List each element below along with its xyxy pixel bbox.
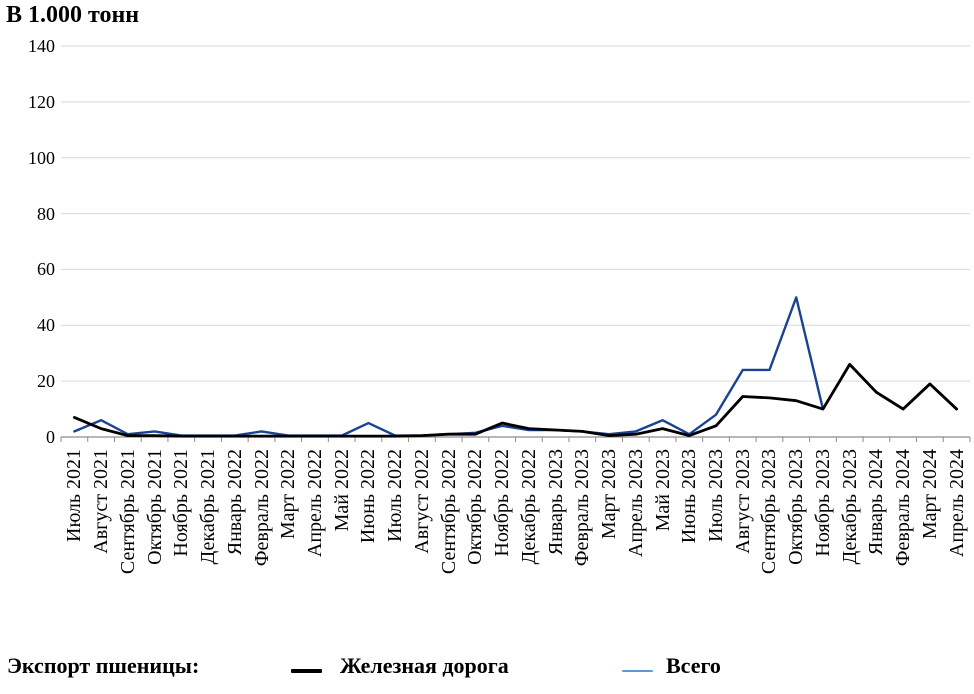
y-axis-tick-label-80: 80	[37, 203, 55, 224]
legend-marker-total-line	[622, 670, 653, 672]
x-axis-category-label: Июнь 2022	[357, 449, 380, 544]
x-axis-category-label: Декабрь 2021	[197, 449, 220, 565]
x-axis-category-label: Октябрь 2022	[464, 449, 487, 565]
x-axis-category-label: Июнь 2023	[678, 449, 701, 544]
y-axis-tick-label-100: 100	[28, 147, 55, 168]
x-axis-category-label: Февраль 2024	[892, 449, 915, 567]
x-axis-category-label: Июль 2022	[384, 449, 407, 542]
x-axis-category-label: Март 2022	[277, 449, 300, 540]
y-axis-tick-label-20: 20	[37, 371, 55, 392]
x-axis-category-label: Апрель 2022	[303, 449, 326, 558]
x-axis-category-label: Январь 2022	[223, 449, 246, 556]
series-line-rail	[72, 362, 959, 438]
x-axis-category-label: Март 2023	[598, 449, 621, 540]
x-axis-category-label: Февраль 2022	[250, 449, 273, 567]
x-axis-category-label: Июль 2023	[705, 449, 727, 542]
x-axis-category-label: Август 2021	[90, 449, 113, 554]
x-axis-category-label: Май 2022	[330, 449, 353, 532]
x-axis-category-label: Декабрь 2022	[517, 449, 540, 565]
x-axis-category-label: Апрель 2024	[945, 449, 968, 558]
x-axis-category-label: Январь 2023	[544, 449, 567, 556]
x-axis-category-label: Ноябрь 2023	[811, 449, 834, 557]
series-line-total	[73, 296, 958, 437]
y-axis-tick-label-140: 140	[28, 36, 55, 56]
x-axis-category-label: Июль 2021	[63, 449, 86, 542]
x-axis-category-label: Ноябрь 2022	[491, 449, 514, 557]
x-axis-category-label: Октябрь 2021	[143, 449, 166, 565]
legend-label: Экспорт пшеницы:	[7, 653, 200, 678]
x-axis-category-label: Апрель 2023	[624, 449, 647, 558]
legend-marker-rail-line	[291, 669, 322, 673]
x-axis-category-label: Август 2022	[410, 449, 433, 554]
legend-item-rail: Железная дорога	[340, 653, 509, 678]
y-axis-tick-label-60: 60	[37, 259, 55, 280]
x-axis-category-label: Май 2023	[651, 449, 674, 532]
x-axis-category-label: Сентябрь 2021	[116, 449, 139, 575]
x-axis-category-label: Октябрь 2023	[785, 449, 808, 565]
x-axis-category-label: Август 2023	[731, 449, 754, 554]
x-axis-category-label: Ноябрь 2021	[170, 449, 193, 557]
y-axis-tick-label-120: 120	[28, 91, 55, 112]
y-axis-tick-label-40: 40	[37, 315, 55, 336]
x-axis-category-label: Сентябрь 2023	[758, 449, 781, 575]
x-axis-category-label: Сентябрь 2022	[437, 449, 460, 575]
y-axis-tick-label-0: 0	[46, 427, 55, 447]
x-axis-category-label: Март 2024	[918, 449, 941, 540]
x-axis-category-label: Февраль 2023	[571, 449, 594, 567]
chart-title: В 1.000 тонн	[6, 2, 140, 28]
legend-item-total: Всего	[666, 653, 721, 678]
x-axis-category-label: Декабрь 2023	[838, 449, 861, 565]
x-axis-category-label: Январь 2024	[865, 449, 888, 556]
